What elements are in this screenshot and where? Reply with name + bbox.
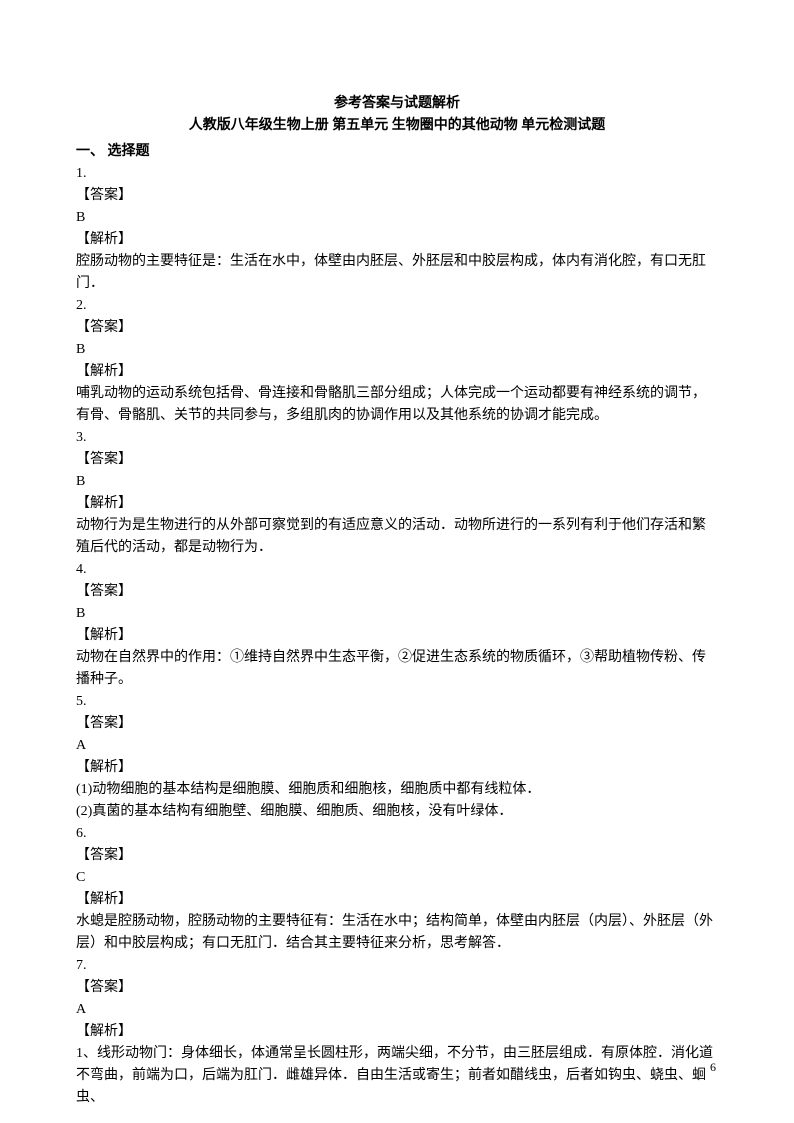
answer-value: B [76,339,718,361]
answer-value: A [76,735,718,757]
question-number: 4. [76,559,718,581]
explain-text: 水螅是腔肠动物，腔肠动物的主要特征有：生活在水中；结构简单，体壁由内胚层（内层）… [76,911,718,955]
question-6: 6. 【答案】 C 【解析】 水螅是腔肠动物，腔肠动物的主要特征有：生活在水中；… [76,823,718,955]
question-2: 2. 【答案】 B 【解析】 哺乳动物的运动系统包括骨、骨连接和骨骼肌三部分组成… [76,295,718,427]
question-number: 7. [76,955,718,977]
explain-label: 【解析】 [76,625,718,647]
question-4: 4. 【答案】 B 【解析】 动物在自然界中的作用：①维持自然界中生态平衡，②促… [76,559,718,691]
explain-text: (2)真菌的基本结构有细胞壁、细胞膜、细胞质、细胞核，没有叶绿体． [76,801,718,823]
subtitle: 人教版八年级生物上册 第五单元 生物圈中的其他动物 单元检测试题 [76,115,718,137]
explain-label: 【解析】 [76,493,718,515]
answer-label: 【答案】 [76,713,718,735]
explain-text: (1)动物细胞的基本结构是细胞膜、细胞质和细胞核，细胞质中都有线粒体． [76,779,718,801]
question-5: 5. 【答案】 A 【解析】 (1)动物细胞的基本结构是细胞膜、细胞质和细胞核，… [76,691,718,823]
explain-text: 腔肠动物的主要特征是：生活在水中，体壁由内胚层、外胚层和中胶层构成，体内有消化腔… [76,251,718,295]
answer-value: B [76,603,718,625]
page-number: 6 [710,1060,716,1075]
section-header: 一、 选择题 [76,141,718,163]
explain-label: 【解析】 [76,229,718,251]
answer-label: 【答案】 [76,185,718,207]
explain-text: 动物行为是生物进行的从外部可察觉到的有适应意义的活动．动物所进行的一系列有利于他… [76,515,718,559]
question-number: 6. [76,823,718,845]
explain-text: 1、线形动物门：身体细长，体通常呈长圆柱形，两端尖细，不分节，由三胚层组成．有原… [76,1043,718,1109]
answer-value: B [76,471,718,493]
explain-label: 【解析】 [76,361,718,383]
explain-label: 【解析】 [76,1021,718,1043]
question-7: 7. 【答案】 A 【解析】 1、线形动物门：身体细长，体通常呈长圆柱形，两端尖… [76,955,718,1109]
question-3: 3. 【答案】 B 【解析】 动物行为是生物进行的从外部可察觉到的有适应意义的活… [76,427,718,559]
question-number: 3. [76,427,718,449]
answer-label: 【答案】 [76,845,718,867]
answer-value: B [76,207,718,229]
answer-label: 【答案】 [76,449,718,471]
explain-label: 【解析】 [76,757,718,779]
answer-value: A [76,999,718,1021]
explain-text: 动物在自然界中的作用：①维持自然界中生态平衡，②促进生态系统的物质循环，③帮助植… [76,647,718,691]
question-number: 2. [76,295,718,317]
question-number: 1. [76,163,718,185]
explain-text: 哺乳动物的运动系统包括骨、骨连接和骨骼肌三部分组成；人体完成一个运动都要有神经系… [76,383,718,427]
answer-label: 【答案】 [76,977,718,999]
question-number: 5. [76,691,718,713]
answer-label: 【答案】 [76,581,718,603]
explain-label: 【解析】 [76,889,718,911]
main-title: 参考答案与试题解析 [76,93,718,115]
answer-label: 【答案】 [76,317,718,339]
question-1: 1. 【答案】 B 【解析】 腔肠动物的主要特征是：生活在水中，体壁由内胚层、外… [76,163,718,295]
answer-value: C [76,867,718,889]
